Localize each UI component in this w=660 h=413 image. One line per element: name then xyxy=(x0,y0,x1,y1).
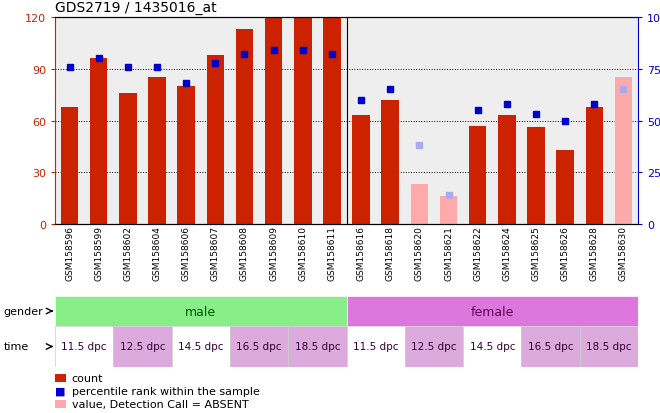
Bar xyxy=(119,94,137,224)
Bar xyxy=(323,18,341,224)
Bar xyxy=(55,326,114,367)
Text: value, Detection Call = ABSENT: value, Detection Call = ABSENT xyxy=(71,399,248,409)
Bar xyxy=(614,78,632,224)
Bar xyxy=(521,326,579,367)
Bar xyxy=(236,30,253,224)
Bar xyxy=(352,116,370,224)
Text: ■: ■ xyxy=(55,412,66,413)
Text: 16.5 dpc: 16.5 dpc xyxy=(528,342,574,351)
Text: male: male xyxy=(185,305,216,318)
Text: rank, Detection Call = ABSENT: rank, Detection Call = ABSENT xyxy=(71,412,243,413)
Text: 14.5 dpc: 14.5 dpc xyxy=(469,342,515,351)
Bar xyxy=(405,326,463,367)
Bar xyxy=(55,296,346,326)
Bar xyxy=(585,107,603,224)
Bar xyxy=(463,326,521,367)
Bar xyxy=(61,107,79,224)
Bar xyxy=(294,18,312,224)
Text: 14.5 dpc: 14.5 dpc xyxy=(178,342,224,351)
Text: count: count xyxy=(71,373,103,383)
Text: 11.5 dpc: 11.5 dpc xyxy=(61,342,107,351)
Text: time: time xyxy=(3,342,28,351)
Bar xyxy=(411,185,428,224)
Text: female: female xyxy=(471,305,514,318)
Bar xyxy=(556,150,574,224)
Bar xyxy=(346,296,638,326)
Text: ■: ■ xyxy=(55,386,66,396)
Text: gender: gender xyxy=(3,306,43,316)
Bar xyxy=(265,18,282,224)
Bar xyxy=(230,326,288,367)
Bar xyxy=(527,128,544,224)
Text: percentile rank within the sample: percentile rank within the sample xyxy=(71,386,259,396)
Bar xyxy=(288,326,346,367)
Bar xyxy=(172,326,230,367)
Bar xyxy=(440,197,457,224)
Bar xyxy=(381,100,399,224)
Bar xyxy=(178,87,195,224)
Bar xyxy=(346,326,405,367)
Bar xyxy=(469,126,486,224)
Text: 11.5 dpc: 11.5 dpc xyxy=(353,342,399,351)
Bar xyxy=(90,59,108,224)
Text: 12.5 dpc: 12.5 dpc xyxy=(411,342,457,351)
Text: 16.5 dpc: 16.5 dpc xyxy=(236,342,282,351)
Text: 12.5 dpc: 12.5 dpc xyxy=(119,342,165,351)
Text: 18.5 dpc: 18.5 dpc xyxy=(586,342,632,351)
Text: 18.5 dpc: 18.5 dpc xyxy=(294,342,340,351)
Bar xyxy=(498,116,515,224)
Bar xyxy=(114,326,172,367)
Text: GDS2719 / 1435016_at: GDS2719 / 1435016_at xyxy=(55,1,216,15)
Bar xyxy=(579,326,638,367)
Bar xyxy=(148,78,166,224)
Bar xyxy=(207,56,224,224)
